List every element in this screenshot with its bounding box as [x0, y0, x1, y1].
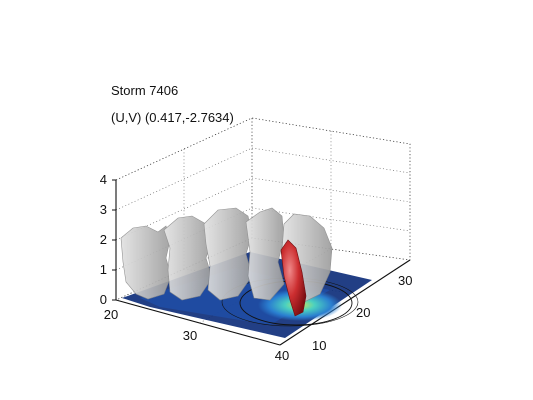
y-axis-line [279, 259, 411, 346]
z-tick-label: 1 [100, 262, 107, 277]
y-tick-label: 10 [312, 338, 326, 353]
isosurface-4 [245, 207, 285, 301]
y-tick-label: 30 [398, 273, 412, 288]
isosurface-1 [120, 225, 172, 300]
z-tick-label: 2 [100, 232, 107, 247]
z-tick-label: 0 [100, 292, 107, 307]
z-tick-labels: 0 1 2 3 4 [100, 172, 107, 307]
x-tick-label: 40 [275, 348, 289, 363]
storm-core [280, 239, 307, 317]
grid-lines [115, 131, 411, 325]
x-axis-line [115, 299, 281, 346]
y-tick-label: 20 [356, 305, 370, 320]
chart-subtitle: (U,V) (0.417,-2.7634) [111, 110, 234, 125]
chart-title: Storm 7406 [111, 83, 179, 98]
isosurface-3 [203, 207, 253, 301]
x-tick-label: 20 [104, 307, 118, 322]
tick-marks [112, 179, 116, 301]
z-tick-label: 3 [100, 202, 107, 217]
z-tick-label: 4 [100, 172, 107, 187]
x-tick-label: 30 [183, 328, 197, 343]
y-tick-labels: 10 20 30 [312, 273, 412, 353]
x-tick-labels: 20 30 40 [104, 307, 289, 363]
